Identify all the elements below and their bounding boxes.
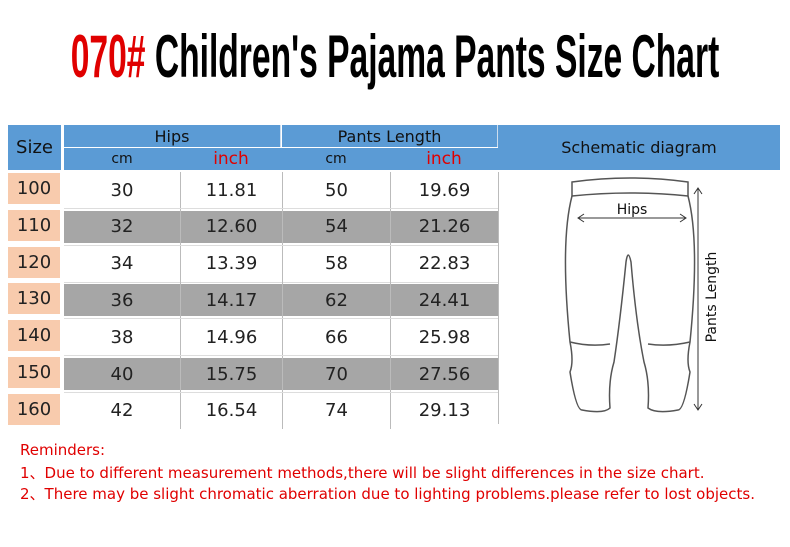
cm-cell: 54 bbox=[282, 208, 390, 245]
size-cell: 120 bbox=[8, 246, 60, 278]
reminders-title: Reminders: bbox=[20, 441, 106, 459]
inch-cell: 25.98 bbox=[390, 319, 498, 356]
row-line bbox=[64, 355, 498, 357]
row-band bbox=[64, 210, 498, 243]
inch-cell: 16.54 bbox=[180, 392, 282, 429]
inch-cell: 12.60 bbox=[180, 208, 282, 245]
size-cell: 130 bbox=[8, 283, 60, 315]
row-line bbox=[64, 392, 498, 393]
row-band bbox=[64, 284, 498, 317]
unit: cm bbox=[64, 148, 180, 170]
unit: inch bbox=[390, 148, 498, 170]
row-line bbox=[64, 281, 498, 283]
inch-cell: 11.81 bbox=[180, 172, 282, 208]
title-text: Children's Pajama Pants Size Chart bbox=[154, 23, 720, 90]
inch-cell: 21.26 bbox=[390, 208, 498, 245]
size-cell: 110 bbox=[8, 209, 60, 241]
inch-cell: 13.39 bbox=[180, 245, 282, 282]
length-label: Pants Length bbox=[704, 252, 720, 343]
hips-header: Hips bbox=[64, 125, 281, 147]
size-cell: 140 bbox=[8, 320, 60, 352]
inch-cell: 27.56 bbox=[390, 356, 498, 392]
size-cell: 150 bbox=[8, 357, 60, 388]
pants-diagram: Hips Pants Length bbox=[564, 177, 720, 413]
divider bbox=[498, 172, 499, 424]
cm-cell: 62 bbox=[282, 282, 390, 319]
cm-cell: 50 bbox=[282, 172, 390, 208]
cm-cell: 30 bbox=[110, 179, 134, 201]
row-line bbox=[64, 208, 498, 209]
hips-label: Hips bbox=[617, 202, 648, 218]
reminder: 2、There may be slight chromatic aberrati… bbox=[20, 485, 755, 503]
title-code: 070# bbox=[70, 23, 146, 90]
unit: cm bbox=[282, 148, 390, 170]
size-cell: 160 bbox=[8, 393, 60, 425]
schematic-header: Schematic diagram bbox=[498, 125, 780, 170]
cm-cell: 38 bbox=[110, 326, 134, 348]
cm-cell: 42 bbox=[110, 400, 134, 422]
cm-cell: 34 bbox=[110, 253, 134, 275]
size-cell: 100 bbox=[8, 173, 60, 204]
inch-cell: 14.96 bbox=[180, 319, 282, 356]
inch-cell: 14.17 bbox=[180, 282, 282, 319]
length-header: Pants Length bbox=[282, 125, 498, 147]
cm-cell: 40 bbox=[110, 363, 134, 385]
cm-cell: 58 bbox=[282, 245, 390, 282]
size-header: Size bbox=[8, 125, 61, 170]
row-line bbox=[64, 244, 498, 246]
unit: inch bbox=[180, 148, 282, 170]
cm-cell: 32 bbox=[110, 216, 134, 238]
row-line bbox=[64, 318, 498, 320]
reminder: 1、Due to different measurement methods,t… bbox=[20, 464, 705, 482]
cm-cell: 66 bbox=[282, 319, 390, 356]
inch-cell: 15.75 bbox=[180, 356, 282, 392]
inch-cell: 24.41 bbox=[390, 282, 498, 319]
cm-cell: 70 bbox=[282, 356, 390, 392]
title: 070# Children's Pajama Pants Size Chart bbox=[71, 22, 720, 92]
cm-cell: 36 bbox=[110, 289, 134, 311]
inch-cell: 22.83 bbox=[390, 245, 498, 282]
inch-cell: 19.69 bbox=[390, 172, 498, 208]
row-band bbox=[64, 358, 498, 390]
inch-cell: 29.13 bbox=[390, 392, 498, 429]
cm-cell: 74 bbox=[282, 392, 390, 429]
